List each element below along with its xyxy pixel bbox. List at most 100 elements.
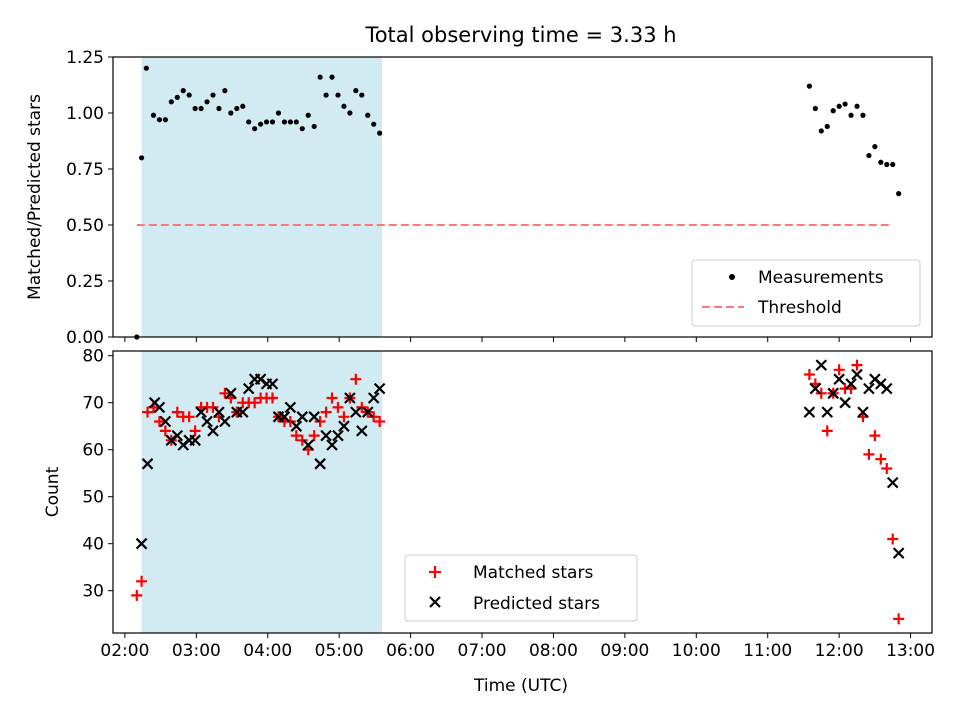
matched-star-point [326,392,338,404]
y-tick-label: 50 [82,488,104,508]
legend-marker-predicted [429,596,441,608]
measurement-point [311,123,317,130]
predicted-star-point [314,458,326,470]
y-tick-label: 0.00 [66,328,104,348]
measurement-point [234,105,240,112]
matched-star-point [171,406,183,418]
x-tick-label: 03:00 [172,641,221,661]
predicted-star-point [153,401,166,414]
predicted-star-point [326,439,338,451]
measurement-point [246,119,252,125]
matched-star-point [863,448,875,460]
matched-star-point [803,369,815,380]
predicted-star-point [141,458,154,470]
legend-marker-matched [429,566,441,578]
matched-star-point [368,411,380,423]
predicted-star-point [892,547,905,559]
predicted-star-point [833,373,845,385]
matched-star-point [332,401,344,413]
measurement-point [228,110,234,116]
measurement-point [174,94,180,100]
measurement-point [812,105,818,112]
predicted-star-point [242,382,255,395]
matched-star-point [875,453,887,465]
measurement-point [878,159,884,165]
legend-top: Measurements Threshold [691,259,921,327]
predicted-star-point [225,387,237,400]
measurement-point [150,112,157,118]
matched-star-point [320,406,332,418]
predicted-star-point [266,378,279,390]
predicted-star-point [886,476,899,489]
x-tick-label: 05:00 [315,641,364,661]
predicted-star-point [236,406,249,418]
measurement-point [222,88,228,94]
predicted-star-point [189,434,201,447]
legend-label-threshold: Threshold [757,298,842,318]
predicted-star-point [302,439,315,451]
measurement-point [162,117,168,123]
measurement-point [860,112,866,118]
panel-ratio: 0.00 0.25 0.50 0.75 1.00 1.25 Matched/Predict… [25,48,933,348]
predicted-star-point [320,429,332,442]
predicted-star-point [278,411,291,423]
chart-title: Total observing time = 3.33 h [364,23,676,47]
matched-star-point [338,411,350,423]
matched-star-point [881,463,893,474]
predicted-star-point [356,425,368,437]
measurement-point [353,88,359,94]
x-tick-label: 12:00 [815,641,864,661]
y-tick-label: 0.25 [66,272,104,292]
predicted-star-point [159,415,172,428]
legend-marker-measurements [729,274,735,280]
x-tick-label: 13:00 [886,641,935,661]
measurement-point [854,103,860,109]
matched-star-point [356,401,368,413]
measurement-point [186,92,192,98]
y-tick-label: 40 [82,535,104,555]
measurement-point [872,144,878,150]
y-tick-label: 1.25 [66,48,104,68]
predicted-star-point [851,368,863,381]
matched-star-point [142,406,154,418]
measurement-point [341,103,347,109]
predicted-star-point [809,382,822,395]
y-tick-label: 70 [82,394,104,414]
matched-star-point [131,589,143,601]
matched-star-point [267,392,279,404]
y-axis-label-count: Count [43,466,63,517]
x-tick-label: 09:00 [600,641,649,661]
y-tick-label: 0.75 [66,160,104,180]
x-tick-label: 04:00 [243,641,292,661]
plot-frame-top [112,56,933,338]
measurement-point [335,92,341,98]
y-axis-label-ratio: Matched/Predicted stars [25,94,45,300]
measurement-point [293,119,299,125]
measurement-point [210,92,216,98]
measurement-point [258,121,264,127]
legend-label-matched: Matched stars [473,563,593,583]
predicted-star-point [207,425,219,437]
x-tick-label: 06:00 [386,641,435,661]
measurement-point [896,191,902,197]
measurement-point [143,65,149,71]
measurement-point [884,161,890,168]
predicted-star-point [338,420,350,432]
predicted-star-point [284,401,297,414]
measurement-point [359,92,365,98]
predicted-star-point [857,406,869,418]
matched-star-point [314,416,326,427]
x-tick-label: 11:00 [743,641,792,661]
measurement-point [287,119,293,125]
predicted-star-point [201,415,213,428]
predicted-star-point [803,406,816,418]
predicted-star-point [332,429,344,442]
measurement-point [281,119,288,125]
measurement-point [156,117,163,123]
predicted-star-point [367,392,380,404]
matched-star-point [869,430,881,442]
measurement-point [323,92,329,98]
measurement-point [365,112,371,118]
measurement-point [377,130,383,136]
